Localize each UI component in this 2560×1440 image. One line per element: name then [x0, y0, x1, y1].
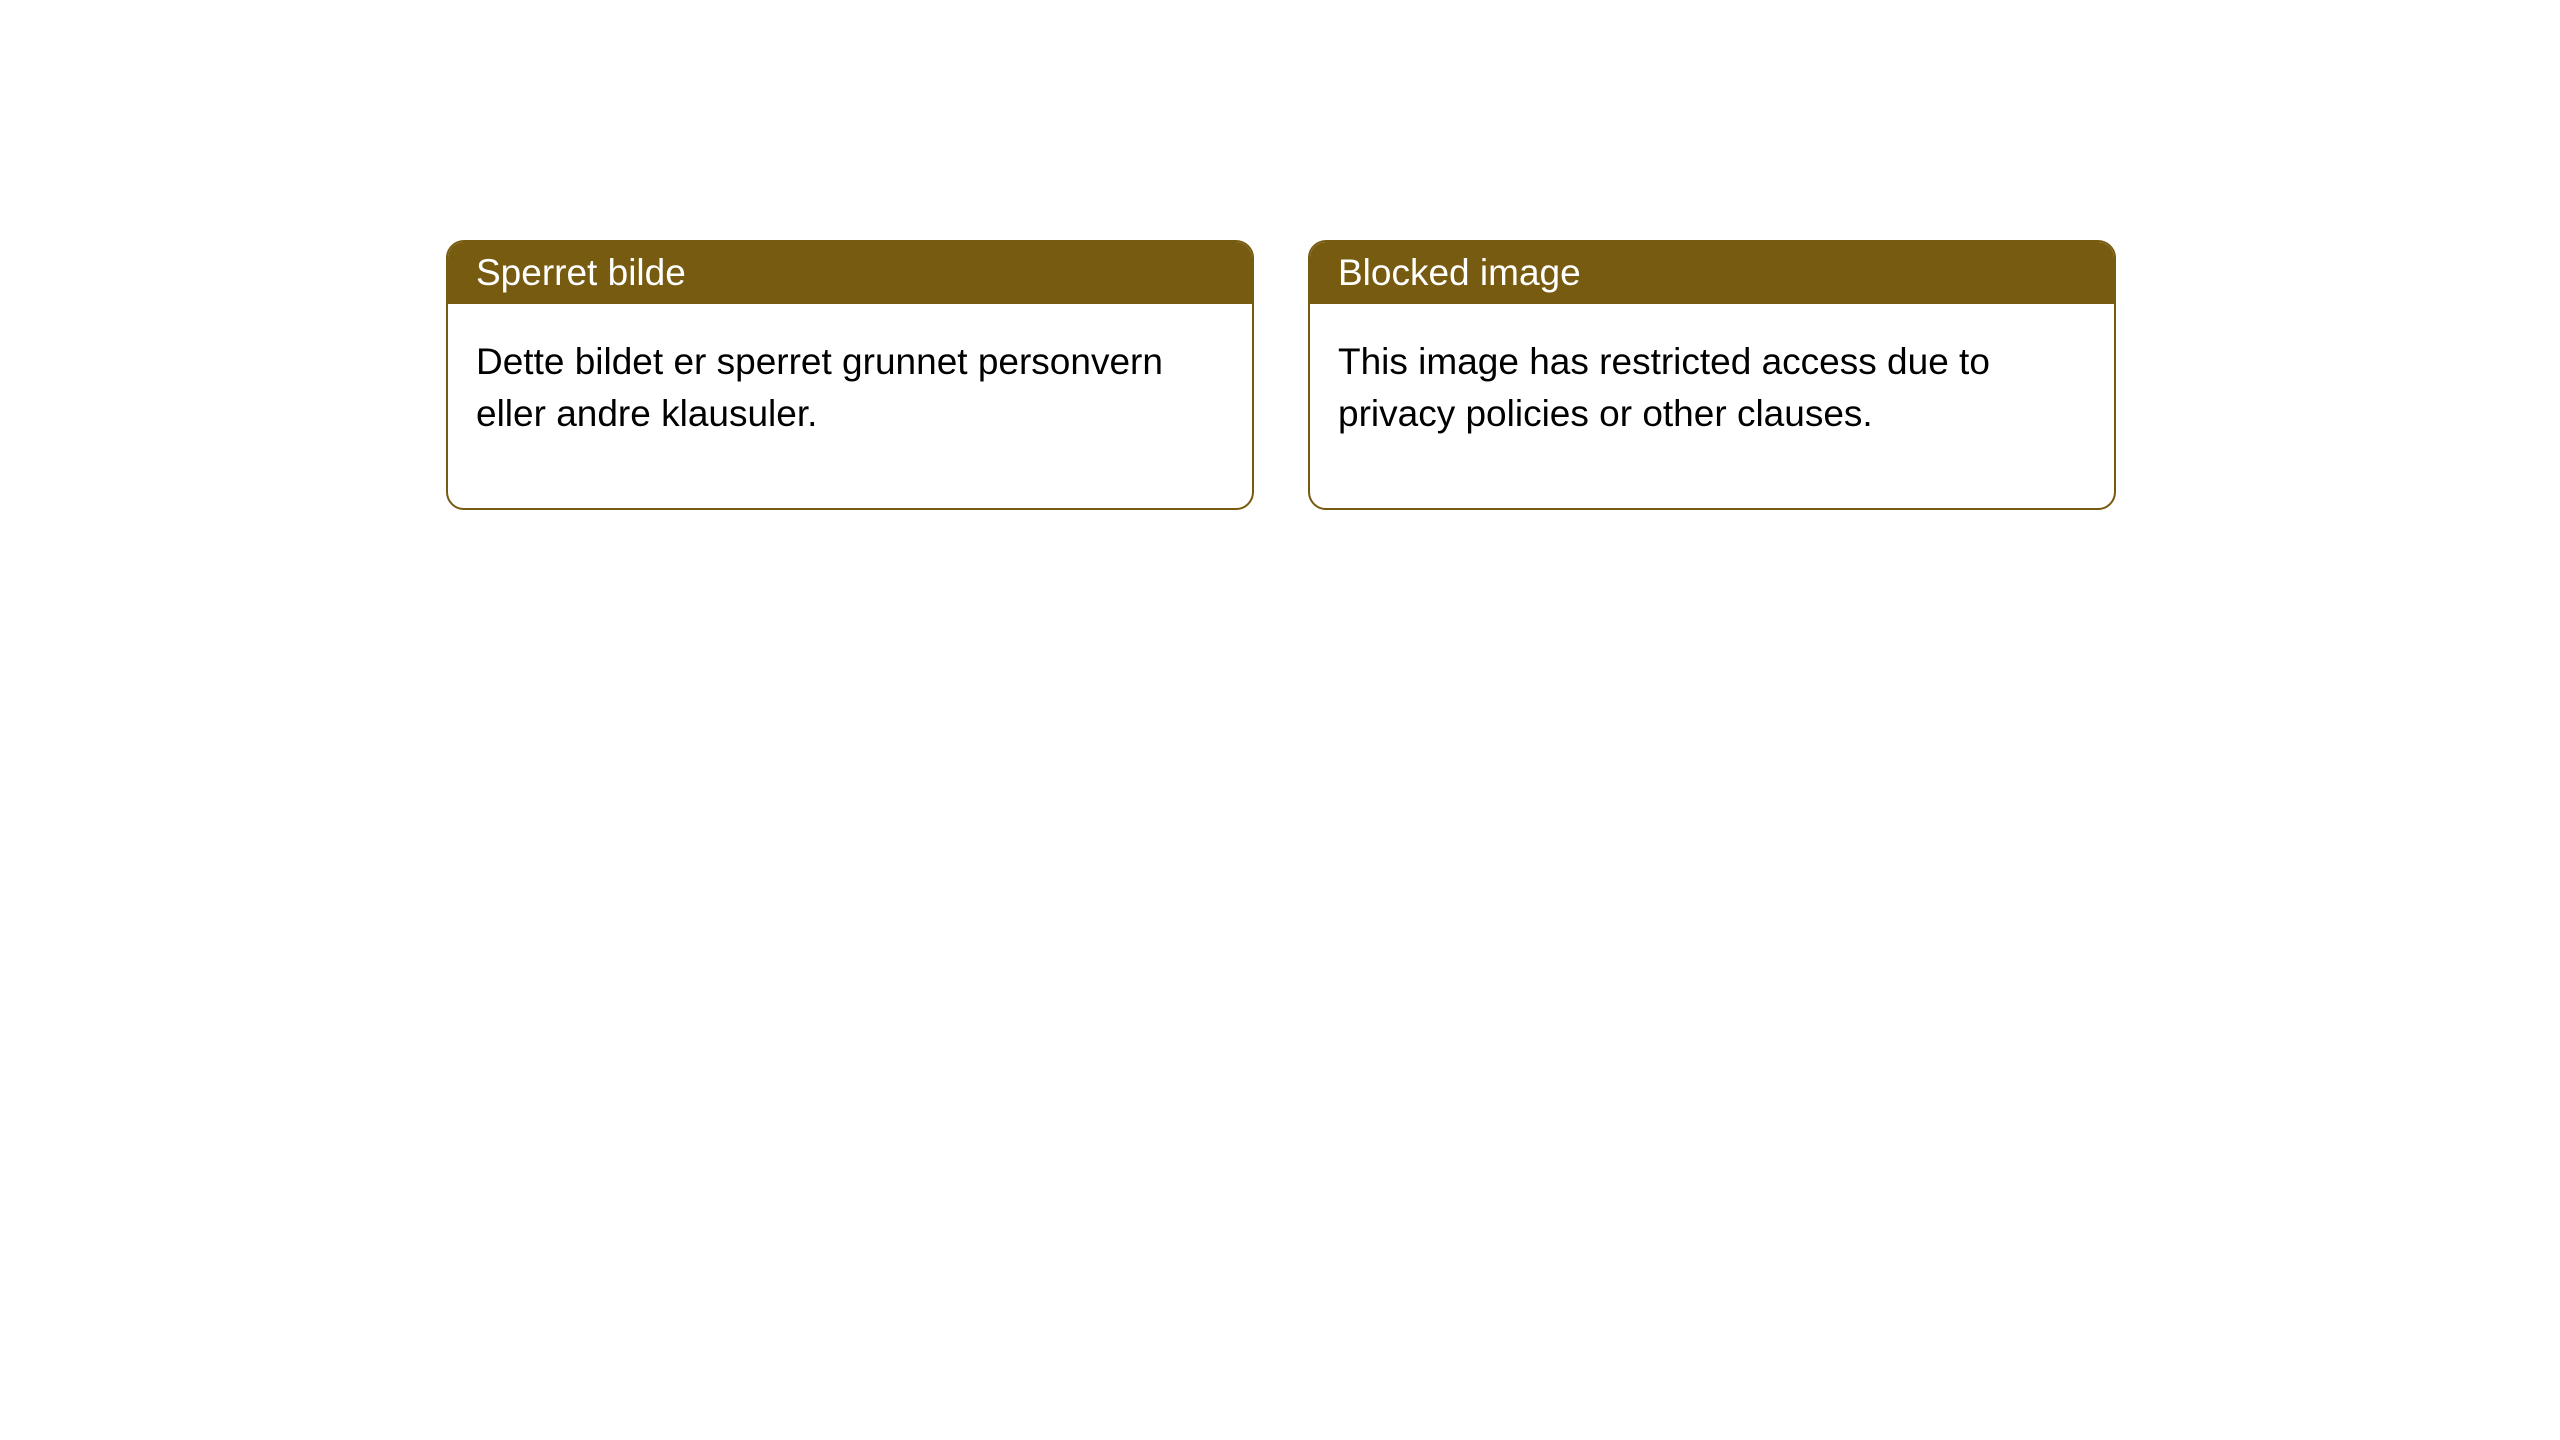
card-body-english: This image has restricted access due to … [1310, 304, 2114, 508]
card-header-english: Blocked image [1310, 242, 2114, 304]
card-body-norwegian: Dette bildet er sperret grunnet personve… [448, 304, 1252, 508]
card-header-norwegian: Sperret bilde [448, 242, 1252, 304]
card-text-norwegian: Dette bildet er sperret grunnet personve… [476, 341, 1163, 434]
card-title-english: Blocked image [1338, 252, 1581, 293]
card-english: Blocked image This image has restricted … [1308, 240, 2116, 510]
cards-container: Sperret bilde Dette bildet er sperret gr… [446, 240, 2560, 510]
card-norwegian: Sperret bilde Dette bildet er sperret gr… [446, 240, 1254, 510]
card-title-norwegian: Sperret bilde [476, 252, 686, 293]
card-text-english: This image has restricted access due to … [1338, 341, 1990, 434]
